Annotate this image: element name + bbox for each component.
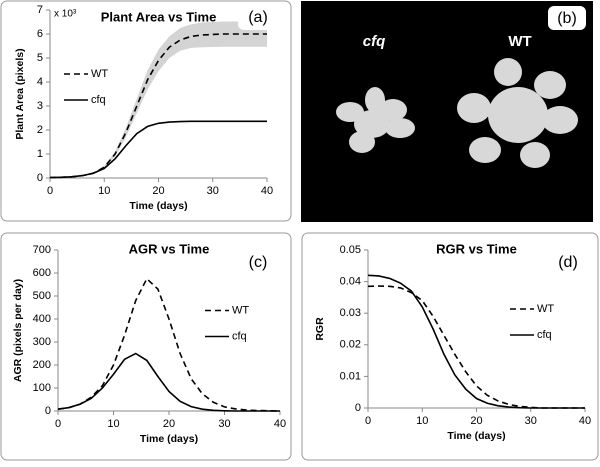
y-tick-label: 0 <box>45 405 51 417</box>
chart-title: Plant Area vs Time <box>101 9 217 24</box>
legend-label: WT <box>232 304 249 316</box>
y-tick-label: 3 <box>37 100 43 112</box>
x-tick-label: 0 <box>365 415 371 427</box>
y-axis-title: Plant Area (pixels) <box>14 48 26 139</box>
plant-wt <box>457 58 578 168</box>
x-tick-label: 30 <box>525 415 537 427</box>
x-tick-label: 20 <box>152 185 164 197</box>
x-tick-label: 0 <box>47 185 53 197</box>
y-tick-label: 600 <box>33 267 51 279</box>
panel-frame <box>0 0 292 222</box>
legend-label: WT <box>91 68 108 80</box>
panel-label-box <box>548 6 586 30</box>
y-tick-label: 0.03 <box>340 307 361 319</box>
x-axis-title: Time (days) <box>140 433 198 445</box>
x-tick-label: 20 <box>470 415 482 427</box>
x-tick-label: 20 <box>163 418 175 430</box>
panel-frame <box>0 232 292 461</box>
legend-label: cfq <box>91 94 106 106</box>
panel-label-box <box>548 251 588 275</box>
x-tick-label: 10 <box>416 415 428 427</box>
y-axis-title: AGR (pixels per day) <box>12 279 24 382</box>
y-tick-label: 4 <box>37 76 43 88</box>
y-tick-label: 0.05 <box>340 244 361 256</box>
legend-label: cfq <box>232 330 247 342</box>
x-tick-label: 10 <box>107 418 119 430</box>
x-axis-title: Time (days) <box>129 200 187 212</box>
x-tick-label: 40 <box>261 185 273 197</box>
band <box>50 21 267 178</box>
panel-label: (a) <box>248 9 268 26</box>
y-tick-label: 0 <box>37 172 43 184</box>
y-tick-label: 2 <box>37 124 43 136</box>
line <box>49 120 267 179</box>
x-tick-label: 40 <box>274 418 286 430</box>
x-tick-label: 0 <box>55 418 61 430</box>
y-tick-label: 6 <box>37 28 43 40</box>
x-axis-title: Time (days) <box>447 430 505 442</box>
photo-label: WT <box>508 33 531 50</box>
y-tick-label: 300 <box>33 336 51 348</box>
x-tick-label: 40 <box>579 415 591 427</box>
y-tick-label: 1 <box>37 148 43 160</box>
y-tick-label: 500 <box>33 290 51 302</box>
x-tick-label: 10 <box>98 185 110 197</box>
y-tick-label: 7 <box>37 4 43 16</box>
panel-label-box <box>238 6 278 30</box>
y-tick-label: 0.04 <box>340 276 361 288</box>
y-tick-label: 0.01 <box>340 370 361 382</box>
y-multiplier: x 10³ <box>54 9 77 20</box>
y-tick-label: 200 <box>33 359 51 371</box>
legend-label: WT <box>537 303 554 315</box>
legend-label: cfq <box>537 329 552 341</box>
y-tick-label: 0.02 <box>340 339 361 351</box>
y-tick-label: 5 <box>37 52 43 64</box>
line <box>57 277 281 412</box>
y-axis-title: RGR <box>314 317 326 341</box>
photo-label: cfq <box>363 33 386 50</box>
y-tick-label: 400 <box>33 313 51 325</box>
x-tick-label: 30 <box>218 418 230 430</box>
y-tick-label: 0 <box>355 402 361 414</box>
chart-title: RGR vs Time <box>436 241 517 256</box>
panel-label-box <box>238 251 278 275</box>
plant-cfq <box>336 87 415 153</box>
y-tick-label: 100 <box>33 382 51 394</box>
chart-title: AGR vs Time <box>129 241 210 256</box>
y-tick-label: 700 <box>33 244 51 256</box>
panel-label: (d) <box>558 254 578 271</box>
line <box>57 352 280 412</box>
x-tick-label: 30 <box>207 185 219 197</box>
panel-label: (c) <box>249 254 268 271</box>
panel-label: (b) <box>557 10 577 27</box>
photo-panel: cfq WT (b) <box>301 1 593 222</box>
line <box>367 274 585 409</box>
